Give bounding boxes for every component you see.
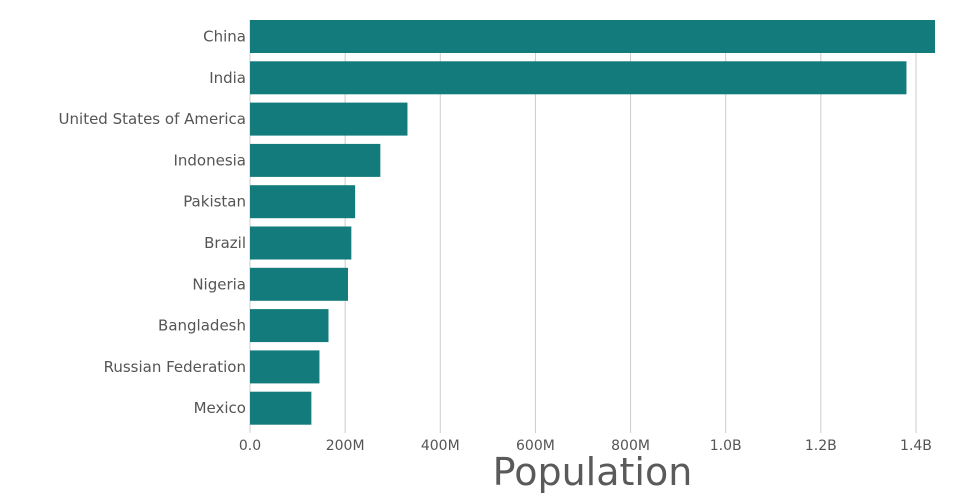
category-label: China	[203, 28, 246, 46]
bar	[250, 20, 935, 53]
category-labels: China India United States of America Indone…	[59, 28, 246, 418]
category-label: India	[209, 69, 246, 87]
category-label: United States of America	[59, 110, 246, 128]
category-label: Bangladesh	[158, 317, 246, 335]
x-axis-title: Population	[493, 450, 693, 494]
bar	[250, 102, 408, 136]
bar	[250, 391, 312, 425]
category-label: Brazil	[204, 234, 246, 252]
category-label: Russian Federation	[104, 358, 246, 376]
bar	[250, 350, 320, 384]
category-label: Pakistan	[183, 193, 246, 211]
x-tick-label: 600M	[516, 438, 555, 454]
bar	[250, 61, 907, 95]
bar	[250, 309, 329, 343]
bar	[250, 226, 352, 260]
x-tick-label: 1.4B	[900, 438, 932, 454]
x-tick-label: 800M	[611, 438, 650, 454]
category-label: Indonesia	[173, 151, 246, 169]
x-tick-label: 0.0	[239, 438, 261, 454]
category-label: Mexico	[194, 399, 246, 417]
x-tick-label: 1.2B	[805, 438, 837, 454]
x-tick-label: 400M	[421, 438, 460, 454]
x-tick-label: 200M	[326, 438, 365, 454]
category-label: Nigeria	[192, 275, 246, 293]
bar	[250, 267, 348, 301]
bar	[250, 185, 356, 219]
x-tick-label: 1.0B	[710, 438, 742, 454]
x-tick-labels: 0.0 200M 400M 600M 800M 1.0B 1.2B 1.4B	[239, 438, 932, 454]
bars	[250, 20, 935, 425]
bar	[250, 143, 381, 177]
